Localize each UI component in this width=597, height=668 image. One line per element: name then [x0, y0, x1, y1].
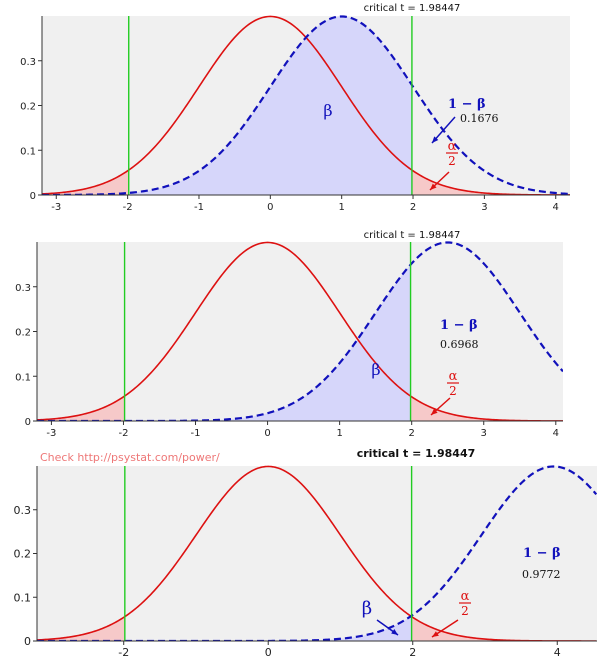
beta-label: β [371, 360, 380, 379]
x-tick-label: 4 [553, 202, 559, 213]
x-tick-label: 1 [336, 428, 342, 439]
power-value: 0.9772 [522, 568, 561, 581]
chart-title: critical t = 1.98447 [364, 230, 461, 241]
y-tick-label: 0.2 [14, 548, 32, 561]
chart-title: critical t = 1.98447 [364, 3, 461, 14]
y-tick-label: 0.3 [20, 57, 36, 68]
alpha-label: α [461, 589, 470, 604]
y-tick-label: 0.3 [14, 504, 32, 517]
x-tick-label: -2 [118, 646, 129, 659]
chart-panel-2: -3 -2 -1 0 1 2 3 4 0 0.1 0.2 0.3 critical t = 1.9844… [15, 230, 563, 439]
x-tick-label: 0 [267, 202, 273, 213]
beta-label: β [362, 598, 372, 619]
x-tick-label: 0 [265, 646, 272, 659]
power-value: 0.1676 [460, 112, 499, 125]
y-tick-label: 0.1 [15, 372, 31, 383]
x-tick-label: -3 [51, 202, 61, 213]
y-tick-label: 0 [30, 191, 36, 202]
x-tick-label: 3 [481, 428, 487, 439]
x-tick-label: 1 [338, 202, 344, 213]
y-tick-label: 0.1 [14, 591, 32, 604]
x-tick-label: 0 [264, 428, 270, 439]
chart-title: critical t = 1.98447 [357, 447, 476, 460]
x-tick-label: -3 [46, 428, 56, 439]
x-tick-label: 4 [554, 646, 561, 659]
y-tick-label: 0.3 [15, 283, 31, 294]
alpha-denominator: 2 [461, 604, 469, 618]
y-tick-label: 0 [25, 417, 31, 428]
power-label: 1 − β [523, 546, 561, 561]
power-value: 0.6968 [440, 338, 479, 351]
x-tick-label: 2 [408, 428, 414, 439]
y-tick-label: 0.2 [15, 328, 31, 339]
alpha-label: α [448, 139, 457, 154]
watermark-link[interactable]: Check http://psystat.com/power/ [40, 451, 220, 464]
chart-panel-3: -2 0 2 4 0 0.1 0.2 0.3 critical t = 1.98447 1 − β… [14, 447, 597, 659]
y-tick-label: 0.2 [20, 102, 36, 113]
y-tick-label: 0.1 [20, 146, 36, 157]
power-label: 1 − β [440, 318, 478, 333]
x-tick-label: 4 [553, 428, 559, 439]
plot-background [37, 242, 563, 421]
alpha-denominator: 2 [449, 384, 457, 398]
chart-panel-1: -3 -2 -1 0 1 2 3 4 0 0.1 0.2 0.3 critical t = 1.9844… [20, 3, 570, 213]
y-tick-label: 0 [24, 635, 31, 648]
x-tick-label: -2 [123, 202, 133, 213]
x-tick-label: -2 [118, 428, 128, 439]
x-tick-label: -1 [194, 202, 204, 213]
alpha-denominator: 2 [448, 154, 456, 168]
x-tick-label: -1 [191, 428, 201, 439]
alpha-label: α [449, 369, 458, 384]
beta-label: β [323, 101, 332, 120]
power-label: 1 − β [448, 97, 486, 112]
x-tick-label: 3 [481, 202, 487, 213]
x-tick-label: 2 [409, 646, 416, 659]
x-tick-label: 2 [410, 202, 416, 213]
